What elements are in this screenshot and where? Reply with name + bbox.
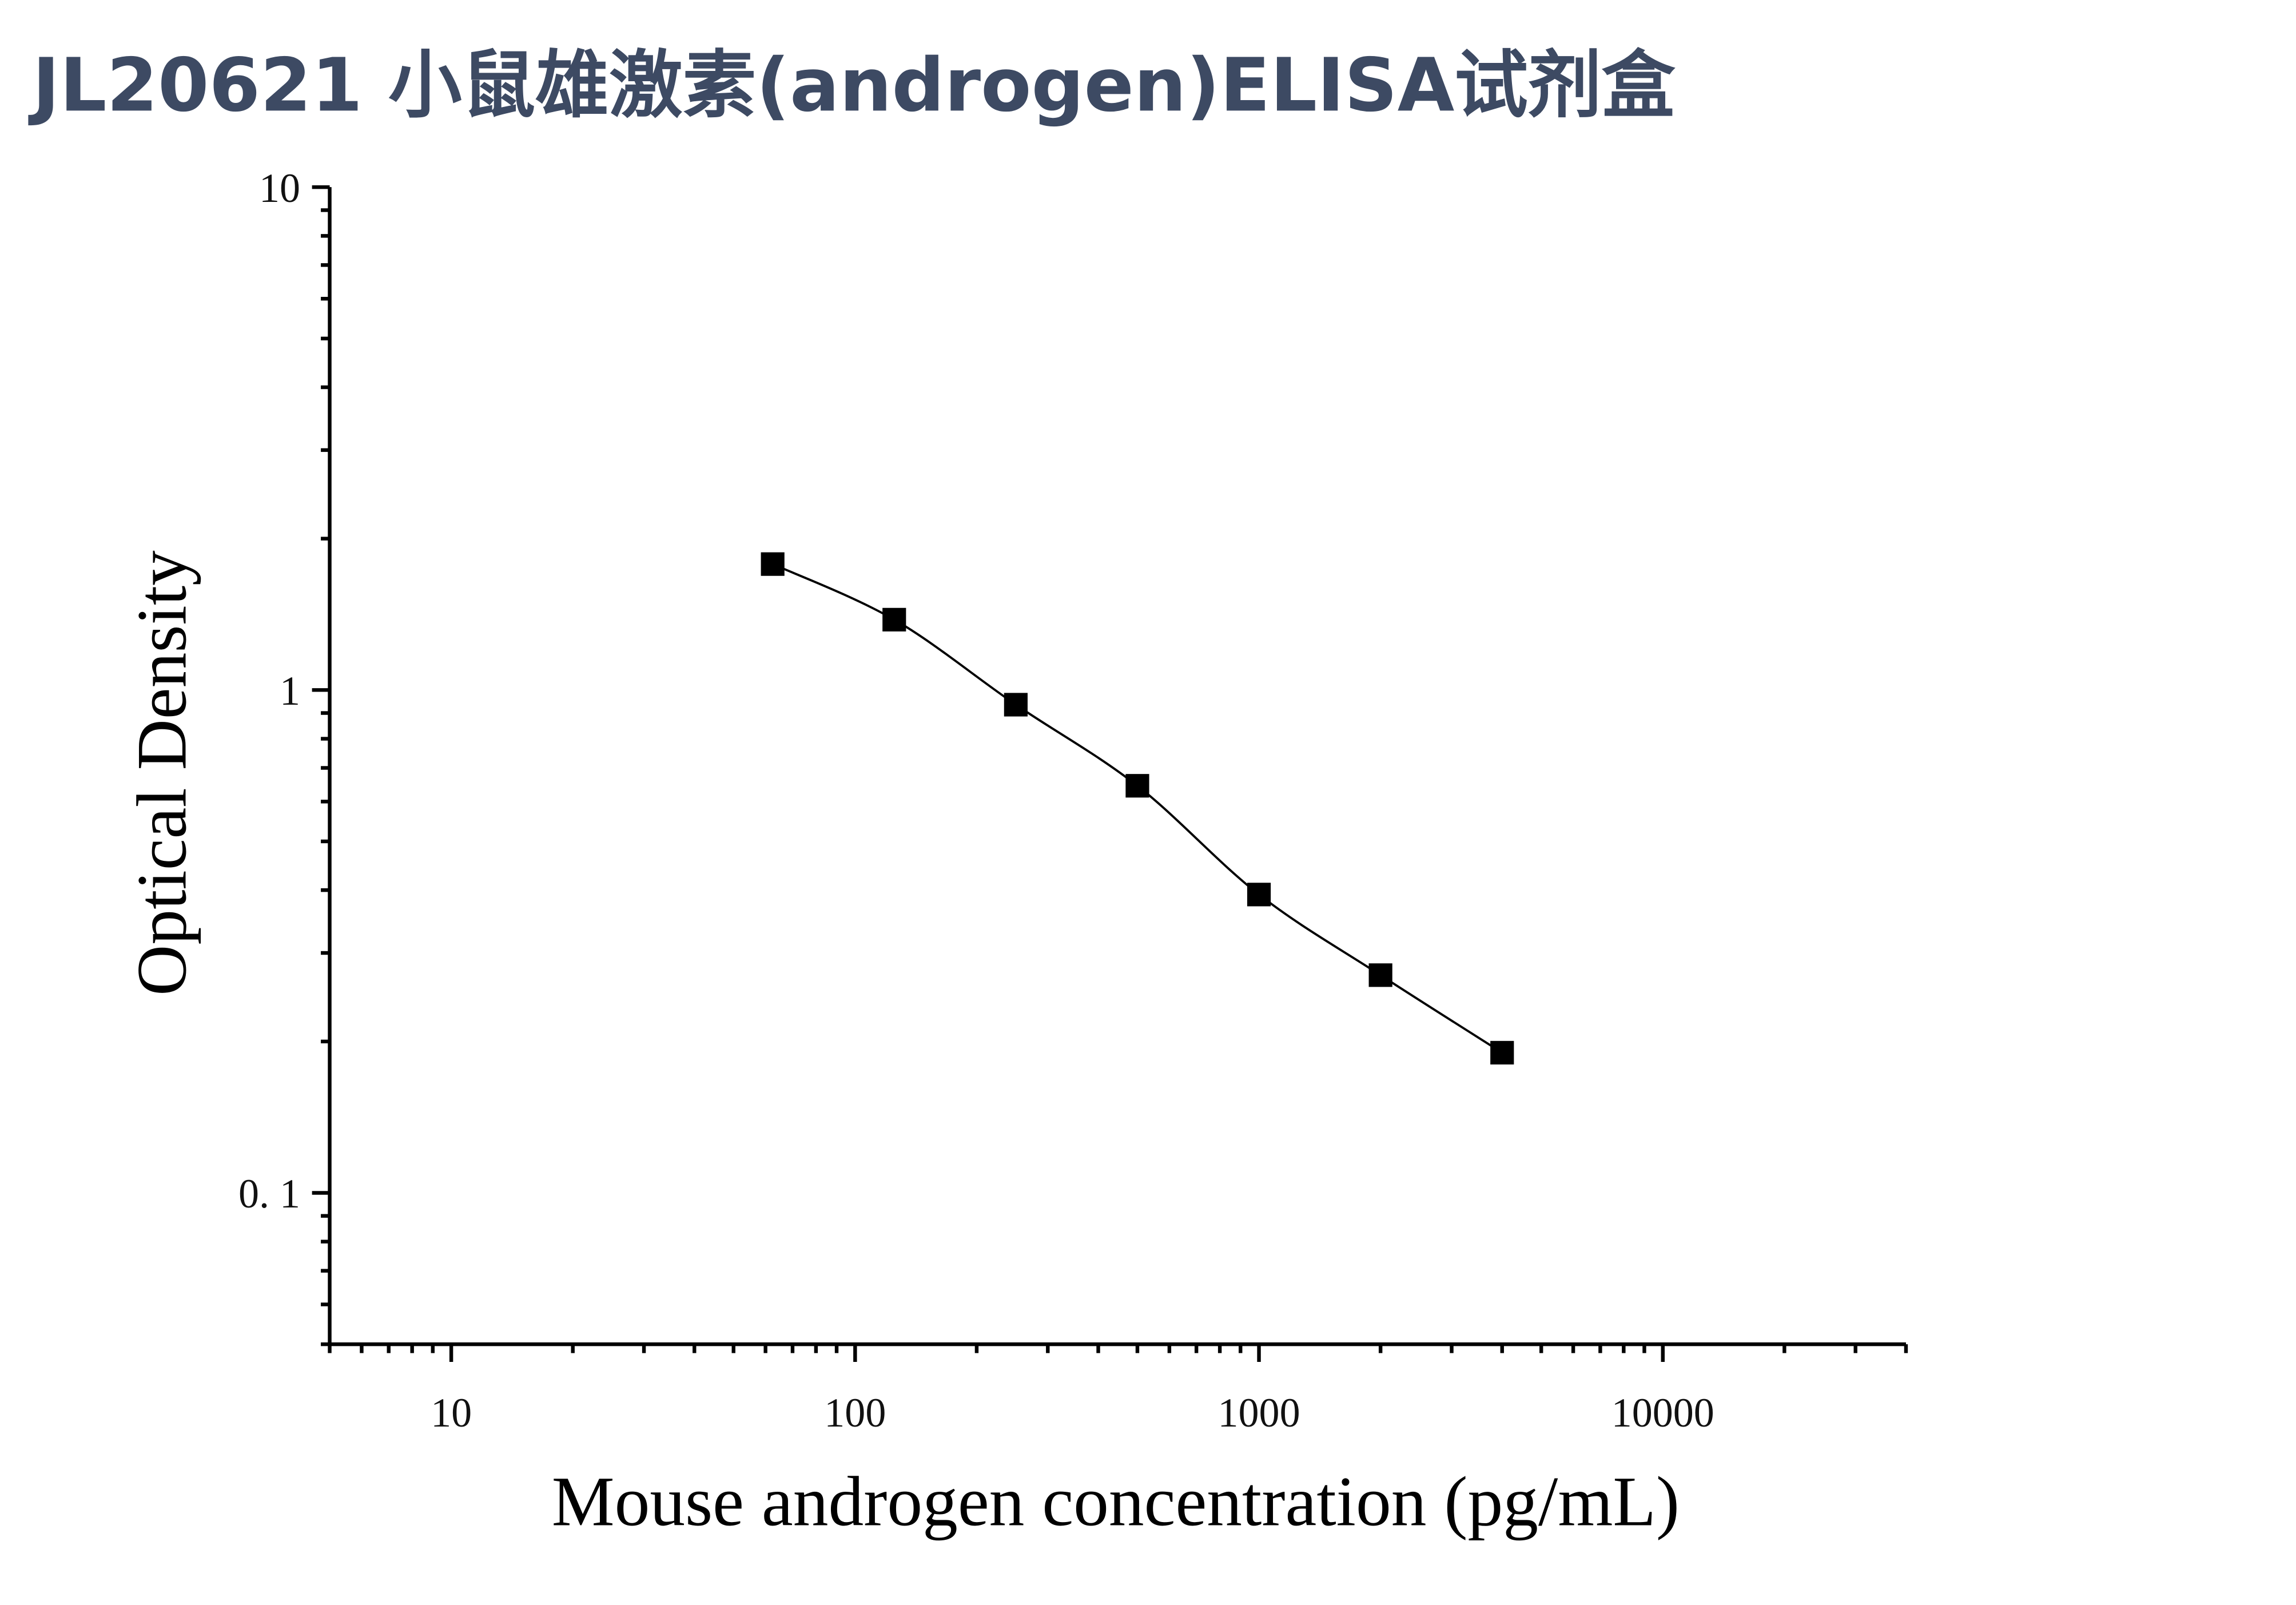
marker: [882, 607, 906, 631]
x-axis-label: Mouse androgen concentration (pg/mL): [552, 1463, 1680, 1541]
marker: [1368, 963, 1392, 987]
marker: [1247, 883, 1271, 907]
x-tick-label: 100: [824, 1390, 886, 1436]
fit-curve: [772, 563, 1503, 1054]
marker: [1125, 774, 1149, 798]
y-axis-label: Optical Density: [122, 550, 201, 996]
marker: [1004, 693, 1028, 717]
marker: [761, 552, 785, 576]
marker: [1490, 1040, 1514, 1065]
y-tick-label: 10: [259, 165, 300, 211]
y-tick-label: 1: [280, 668, 300, 714]
chart-title: JL20621 小鼠雄激素(androgen)ELISA试剂盒: [28, 43, 1676, 128]
y-tick-label: 0. 1: [238, 1171, 300, 1217]
x-tick-label: 10: [431, 1390, 472, 1436]
x-tick-label: 1000: [1218, 1390, 1300, 1436]
x-tick-label: 10000: [1611, 1390, 1714, 1436]
